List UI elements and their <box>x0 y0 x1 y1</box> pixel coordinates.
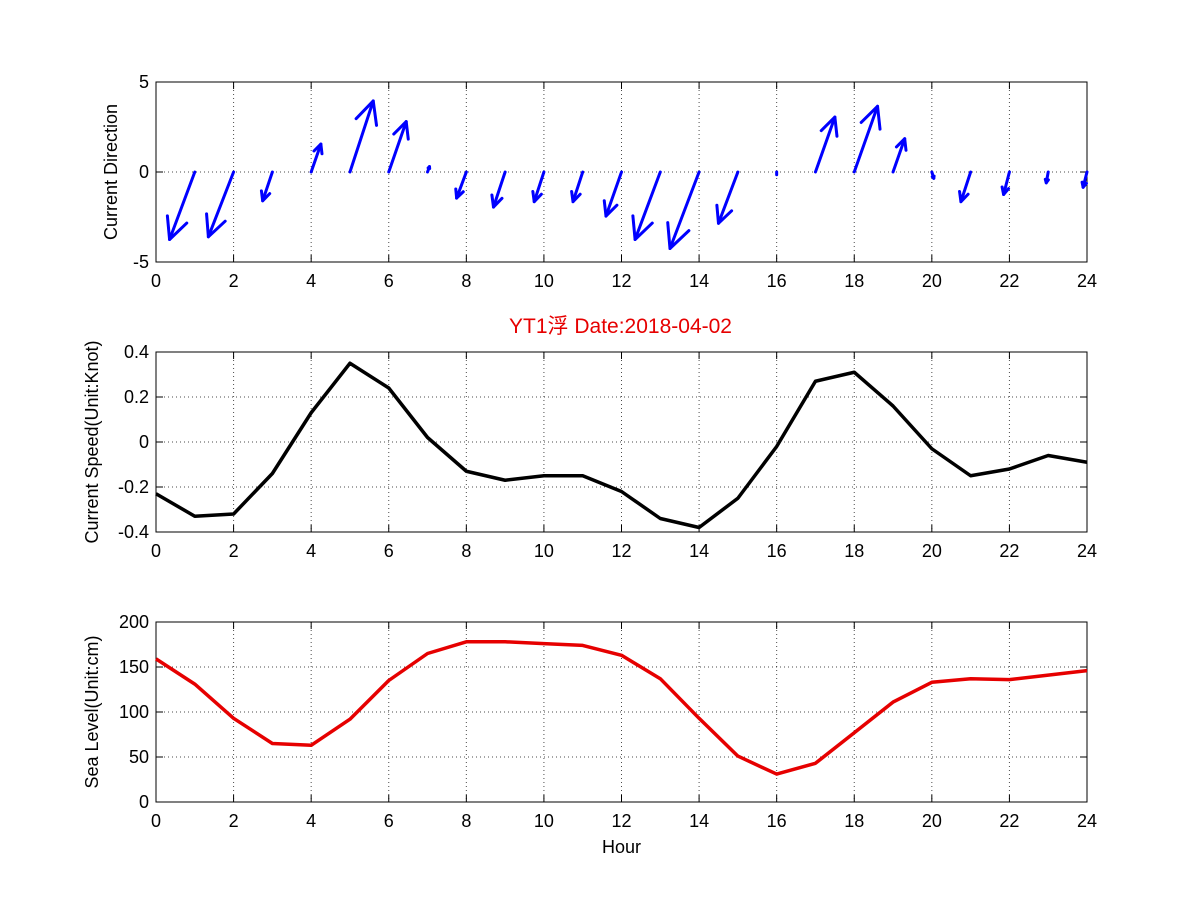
direction-arrow <box>490 170 507 209</box>
y-axis-label: Current Direction <box>101 104 121 240</box>
direction-arrow <box>1000 170 1011 196</box>
direction-arrow <box>715 170 740 225</box>
direction-arrow <box>1080 170 1089 189</box>
x-tick-label: 22 <box>999 811 1019 831</box>
current-speed-line <box>155 361 1088 530</box>
x-tick-label: 0 <box>151 541 161 561</box>
x-tick-label: 16 <box>767 811 787 831</box>
x-tick-label: 8 <box>461 541 471 561</box>
sea-level-line <box>155 640 1088 776</box>
direction-arrow <box>852 104 882 174</box>
direction-arrow <box>309 142 324 174</box>
direction-arrow <box>631 170 662 241</box>
direction-arrow <box>387 120 410 174</box>
y-tick-label: -0.2 <box>118 477 149 497</box>
x-tick-label: 2 <box>229 811 239 831</box>
x-tick-label: 2 <box>229 271 239 291</box>
x-tick-label: 22 <box>999 271 1019 291</box>
x-tick-label: 2 <box>229 541 239 561</box>
grid-lines <box>156 622 1087 802</box>
y-tick-label: 100 <box>119 702 149 722</box>
y-tick-label: -0.4 <box>118 522 149 542</box>
x-tick-label: 14 <box>689 811 709 831</box>
x-tick-label: 14 <box>689 541 709 561</box>
x-tick-label: 20 <box>922 541 942 561</box>
vectors <box>165 99 1089 250</box>
x-tick-label: 6 <box>384 811 394 831</box>
grid-lines <box>156 352 1087 532</box>
x-tick-label: 4 <box>306 811 316 831</box>
direction-arrow <box>348 99 379 174</box>
x-tick-label: 4 <box>306 271 316 291</box>
direction-arrow <box>531 170 546 204</box>
direction-arrow <box>930 170 936 180</box>
current-speed-panel: 0 2 4 6 8 10 12 14 16 18 20 22 24-0.4-0.200.20.4Curr… <box>82 340 1097 561</box>
direction-arrow <box>570 170 585 204</box>
y-tick-label: 0 <box>139 432 149 452</box>
x-tick-label: 24 <box>1077 541 1097 561</box>
direction-arrow <box>426 165 432 174</box>
direction-arrow <box>165 170 197 241</box>
direction-arrow <box>891 137 908 174</box>
y-tick-label: 0 <box>139 792 149 812</box>
direction-arrow <box>454 170 468 200</box>
y-axis-label: Current Speed(Unit:Knot) <box>82 340 102 543</box>
x-tick-label: 6 <box>384 271 394 291</box>
x-axis-label: Hour <box>602 837 641 857</box>
x-tick-label: 20 <box>922 271 942 291</box>
y-tick-label: 200 <box>119 612 149 632</box>
y-tick-label: 0.4 <box>124 342 149 362</box>
x-tick-label: 6 <box>384 541 394 561</box>
x-tick-label: 22 <box>999 541 1019 561</box>
x-tick-label: 12 <box>611 541 631 561</box>
x-tick-label: 10 <box>534 541 554 561</box>
x-tick-label: 24 <box>1077 811 1097 831</box>
x-tick-label: 24 <box>1077 271 1097 291</box>
y-tick-label: 0 <box>139 162 149 182</box>
y-tick-label: 50 <box>129 747 149 767</box>
direction-arrow <box>259 170 274 203</box>
direction-arrow <box>602 170 623 218</box>
x-tick-label: 18 <box>844 541 864 561</box>
speed-panel-title: YT1浮 Date:2018-04-02 <box>509 315 732 338</box>
y-axis-label: Sea Level(Unit:cm) <box>82 635 102 788</box>
x-tick-label: 16 <box>767 541 787 561</box>
x-tick-label: 0 <box>151 271 161 291</box>
direction-arrow <box>958 170 973 204</box>
direction-arrow <box>205 170 236 239</box>
direction-arrow <box>666 170 701 250</box>
x-tick-label: 12 <box>611 271 631 291</box>
x-tick-label: 0 <box>151 811 161 831</box>
x-tick-label: 18 <box>844 811 864 831</box>
x-tick-label: 4 <box>306 541 316 561</box>
direction-arrow <box>813 115 839 174</box>
y-tick-label: 0.2 <box>124 387 149 407</box>
y-tick-label: 150 <box>119 657 149 677</box>
x-tick-label: 8 <box>461 811 471 831</box>
x-tick-label: 18 <box>844 271 864 291</box>
y-tick-label: -5 <box>133 252 149 272</box>
x-tick-label: 20 <box>922 811 942 831</box>
x-tick-label: 10 <box>534 811 554 831</box>
x-tick-label: 8 <box>461 271 471 291</box>
x-tick-label: 16 <box>767 271 787 291</box>
x-tick-label: 12 <box>611 811 631 831</box>
y-tick-label: 5 <box>139 72 149 92</box>
x-tick-label: 10 <box>534 271 554 291</box>
x-tick-label: 14 <box>689 271 709 291</box>
direction-arrow <box>1043 170 1050 185</box>
